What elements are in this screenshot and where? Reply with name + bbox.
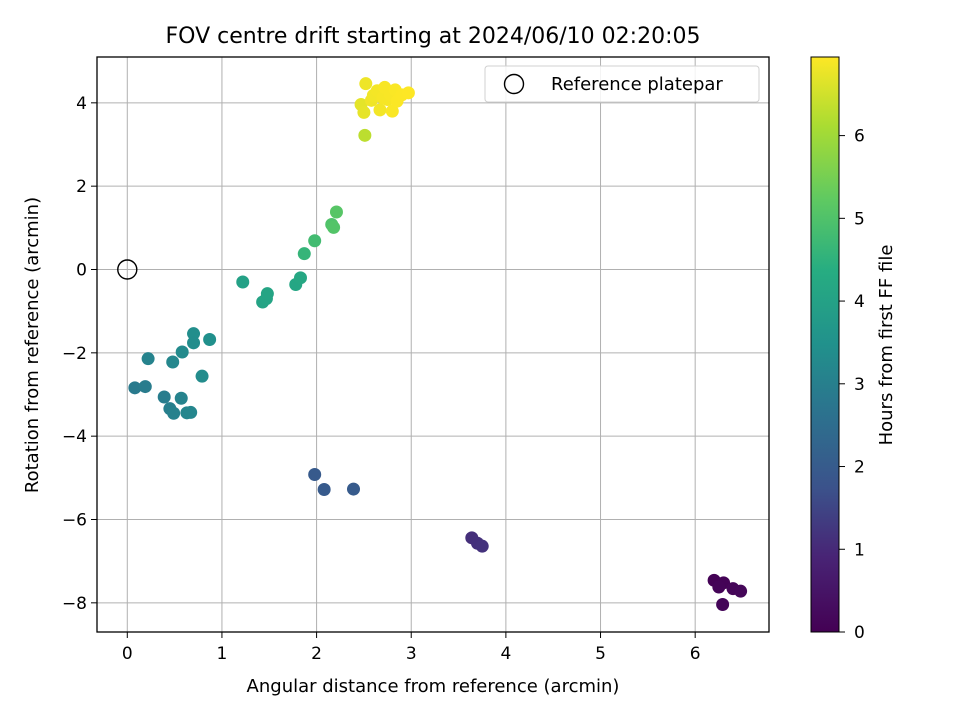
y-tick-label: −2 [62, 344, 87, 364]
data-point [357, 105, 371, 119]
data-point [308, 468, 322, 481]
data-point [187, 336, 201, 350]
x-tick-label: 0 [122, 644, 133, 664]
data-point [236, 275, 250, 289]
x-tick-label: 3 [406, 644, 417, 664]
data-point [195, 369, 209, 383]
data-point [184, 405, 198, 419]
legend-marker-reference [503, 73, 525, 95]
data-point [346, 482, 360, 496]
data-point [293, 271, 307, 285]
x-tick-label: 2 [311, 644, 322, 664]
x-axis-label: Angular distance from reference (arcmin) [247, 676, 620, 697]
colorbar-ticks: 0 1 2 3 4 5 6 [839, 127, 865, 643]
x-tick-label: 5 [595, 644, 606, 664]
data-point [260, 287, 274, 301]
colorbar-gradient [810, 56, 840, 633]
grid-lines [97, 57, 769, 632]
data-point [327, 220, 341, 234]
colorbar-tick-label: 5 [854, 209, 865, 229]
y-tick-label: 4 [76, 94, 87, 114]
data-point [716, 598, 730, 611]
data-point [359, 77, 373, 91]
data-point [329, 205, 343, 219]
data-point [166, 355, 180, 369]
x-tick-label: 4 [500, 644, 511, 664]
colorbar-label: Hours from first FF file [876, 245, 897, 446]
data-point [475, 539, 489, 553]
data-point [157, 390, 171, 404]
axis-ticks: 0 1 2 3 4 5 6 −8 −6 −4 −2 0 2 4 [62, 94, 701, 664]
y-tick-label: 0 [76, 261, 87, 281]
data-point [167, 406, 181, 420]
plot-frame [96, 56, 770, 633]
data-point [358, 128, 372, 142]
x-tick-label: 1 [217, 644, 228, 664]
y-axis-label: Rotation from reference (arcmin) [22, 197, 43, 493]
y-tick-label: 2 [76, 177, 87, 197]
data-point [385, 104, 399, 118]
legend: Reference platepar [484, 65, 760, 103]
chart-title: FOV centre drift starting at 2024/06/10 … [166, 24, 701, 49]
colorbar-tick-label: 3 [854, 375, 865, 395]
data-point [175, 345, 189, 359]
data-point [138, 380, 152, 394]
data-point [308, 234, 322, 248]
y-tick-label: −6 [62, 511, 87, 531]
colorbar-tick-label: 0 [854, 623, 865, 643]
data-point [141, 352, 155, 366]
data-points [117, 77, 748, 611]
data-point [203, 333, 217, 346]
data-point [712, 580, 726, 594]
data-point [317, 483, 331, 496]
colorbar-tick-label: 6 [854, 127, 865, 147]
y-tick-label: −8 [62, 594, 87, 614]
data-point [373, 103, 387, 117]
legend-label-reference: Reference platepar [551, 74, 723, 95]
data-point [297, 247, 311, 261]
colorbar-tick-label: 2 [854, 458, 865, 478]
colorbar-tick-label: 1 [854, 540, 865, 560]
data-point [128, 381, 142, 395]
colorbar: 0 1 2 3 4 5 6 Hours from first FF file [810, 56, 897, 643]
data-point [401, 86, 415, 100]
data-point [187, 327, 201, 341]
reference-platepar-marker [117, 259, 138, 280]
data-point [174, 391, 188, 405]
y-tick-label: −4 [62, 427, 87, 447]
legend-box [484, 65, 760, 103]
colorbar-tick-label: 4 [854, 292, 865, 312]
data-point [734, 584, 748, 598]
x-tick-label: 6 [690, 644, 701, 664]
